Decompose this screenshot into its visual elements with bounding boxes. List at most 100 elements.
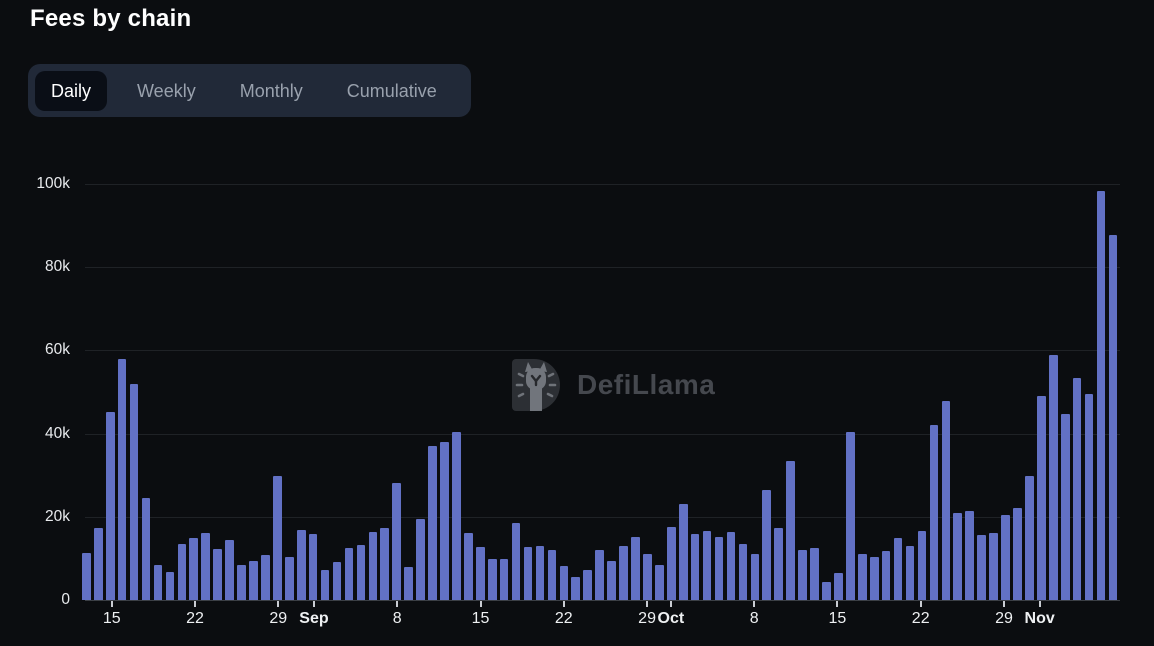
bar[interactable] xyxy=(738,543,748,600)
bar[interactable] xyxy=(129,383,139,600)
bar[interactable] xyxy=(571,577,581,600)
bar[interactable] xyxy=(702,530,712,600)
bar[interactable] xyxy=(666,527,676,600)
bar[interactable] xyxy=(273,476,282,600)
bar[interactable] xyxy=(619,546,628,600)
bar[interactable] xyxy=(165,571,175,600)
bar[interactable] xyxy=(1060,413,1070,600)
bar[interactable] xyxy=(105,411,115,600)
tab-cumulative[interactable]: Cumulative xyxy=(325,72,459,110)
bar[interactable] xyxy=(762,490,772,600)
bar[interactable] xyxy=(1025,475,1034,600)
bar[interactable] xyxy=(82,552,91,600)
bar[interactable] xyxy=(499,558,509,600)
bar[interactable] xyxy=(822,582,831,600)
bar[interactable] xyxy=(846,432,855,600)
y-axis-label: 80k xyxy=(45,258,70,276)
bar[interactable] xyxy=(141,497,151,600)
bar[interactable] xyxy=(237,565,246,600)
bar[interactable] xyxy=(153,565,163,600)
bar[interactable] xyxy=(404,567,413,600)
x-axis-tick xyxy=(669,601,672,607)
bar[interactable] xyxy=(535,546,545,600)
bar[interactable] xyxy=(1108,235,1118,600)
bar[interactable] xyxy=(511,523,521,600)
bar[interactable] xyxy=(631,537,640,600)
bar[interactable] xyxy=(380,527,390,600)
bar[interactable] xyxy=(487,558,497,600)
x-axis-label: 15 xyxy=(471,610,490,627)
bar[interactable] xyxy=(1013,507,1022,600)
bar[interactable] xyxy=(881,550,891,600)
bar[interactable] xyxy=(344,548,354,600)
bar[interactable] xyxy=(690,533,700,600)
bar[interactable] xyxy=(678,504,688,600)
bar[interactable] xyxy=(1096,190,1106,600)
bars-layer xyxy=(82,184,1118,600)
gridline xyxy=(85,267,1120,269)
bar[interactable] xyxy=(475,547,485,600)
bar[interactable] xyxy=(464,533,473,600)
bar[interactable] xyxy=(595,549,604,600)
bar[interactable] xyxy=(452,432,461,600)
bar[interactable] xyxy=(917,530,927,600)
bar[interactable] xyxy=(416,518,425,600)
bar[interactable] xyxy=(320,569,330,600)
x-axis-tick xyxy=(562,601,565,607)
bar[interactable] xyxy=(189,538,199,600)
bar[interactable] xyxy=(893,538,903,600)
y-axis-label: 20k xyxy=(45,507,70,525)
bar[interactable] xyxy=(977,535,986,600)
bar[interactable] xyxy=(117,358,127,600)
bar[interactable] xyxy=(583,569,593,600)
bar[interactable] xyxy=(225,540,234,600)
tab-daily[interactable]: Daily xyxy=(35,70,108,111)
bar[interactable] xyxy=(547,549,557,600)
bar[interactable] xyxy=(714,536,724,600)
bar[interactable] xyxy=(1084,393,1094,600)
bar[interactable] xyxy=(356,545,366,600)
bar[interactable] xyxy=(296,529,306,600)
bar[interactable] xyxy=(1037,396,1046,600)
x-axis: 15 22 29 Sep 8 15 22 29 Oct 8 15 22 29 Nov xyxy=(82,601,1117,641)
bar[interactable] xyxy=(392,482,402,600)
bar[interactable] xyxy=(213,549,222,600)
bar[interactable] xyxy=(93,528,103,600)
bar[interactable] xyxy=(1072,378,1082,600)
bar[interactable] xyxy=(786,460,795,600)
bar[interactable] xyxy=(726,532,736,600)
bar[interactable] xyxy=(1001,515,1010,600)
bar[interactable] xyxy=(810,548,819,600)
bar[interactable] xyxy=(869,556,879,600)
bar[interactable] xyxy=(440,442,449,600)
bar[interactable] xyxy=(201,532,211,600)
bar[interactable] xyxy=(774,528,784,600)
bar[interactable] xyxy=(798,549,807,600)
tab-monthly[interactable]: Monthly xyxy=(218,72,325,110)
bar[interactable] xyxy=(249,560,258,600)
bar[interactable] xyxy=(428,445,437,600)
bar[interactable] xyxy=(1048,355,1058,600)
bar[interactable] xyxy=(643,553,652,600)
bar[interactable] xyxy=(989,532,998,600)
bar[interactable] xyxy=(965,510,975,600)
bar[interactable] xyxy=(559,565,569,600)
bar[interactable] xyxy=(261,555,270,600)
bar[interactable] xyxy=(834,572,843,600)
bar[interactable] xyxy=(750,554,760,600)
bar[interactable] xyxy=(523,547,533,600)
bar[interactable] xyxy=(929,425,939,600)
bar[interactable] xyxy=(177,544,187,600)
bar[interactable] xyxy=(607,561,616,600)
bar[interactable] xyxy=(655,565,664,600)
bar[interactable] xyxy=(284,557,294,600)
bar[interactable] xyxy=(332,562,342,600)
bar[interactable] xyxy=(905,545,915,600)
bar[interactable] xyxy=(368,531,378,600)
bar[interactable] xyxy=(308,533,318,600)
x-axis-tick xyxy=(1038,601,1041,607)
bar[interactable] xyxy=(857,554,867,600)
bar[interactable] xyxy=(953,513,963,600)
bar[interactable] xyxy=(941,400,951,600)
tab-weekly[interactable]: Weekly xyxy=(115,72,218,110)
